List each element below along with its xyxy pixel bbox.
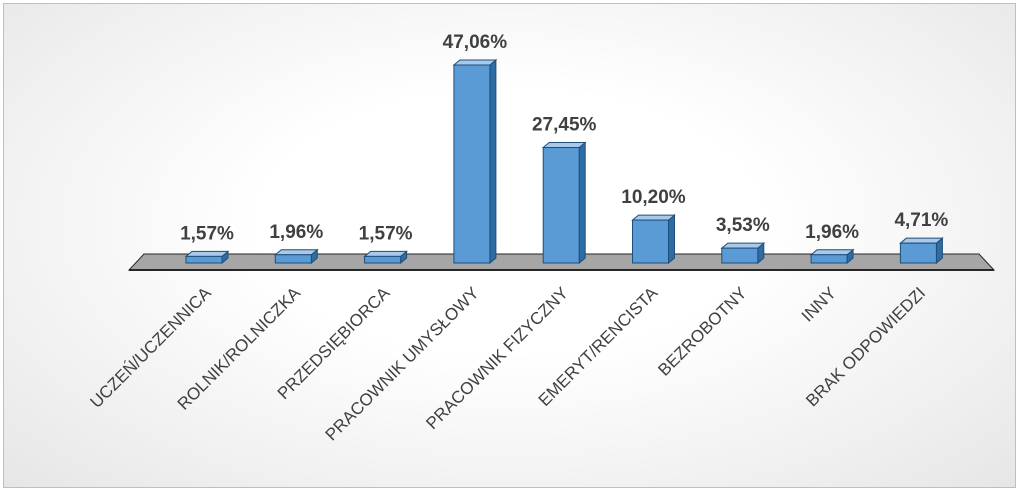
bar-top xyxy=(363,250,408,257)
bar-front xyxy=(364,255,402,264)
bar-front xyxy=(274,254,312,264)
value-label: 1,57% xyxy=(180,223,234,244)
bar-top xyxy=(541,142,587,149)
bar-top xyxy=(631,214,676,221)
bar-side xyxy=(578,141,586,265)
bar-front xyxy=(185,255,223,264)
bar-front xyxy=(721,247,759,264)
bar xyxy=(363,250,408,265)
bar-front xyxy=(542,147,580,264)
value-label: 3,53% xyxy=(716,215,770,236)
bar-chart: 1,57% 1,96% 1,57% 47,06% 27,45% 10,20% 3,53% 1,… xyxy=(87,32,996,444)
bar-side xyxy=(489,58,497,265)
bar xyxy=(273,248,319,265)
value-label: 27,45% xyxy=(532,115,597,136)
bar xyxy=(809,248,855,265)
bar-top xyxy=(809,249,855,256)
bar-top xyxy=(452,59,498,66)
bar xyxy=(720,242,766,265)
category-label: INNY xyxy=(798,283,840,325)
category-label: BEZROBOTNY xyxy=(654,283,750,379)
bar-top xyxy=(720,242,766,249)
bar-top xyxy=(184,250,230,257)
bar-front xyxy=(810,254,848,264)
category-label: PRACOWNIK UMYSŁOWY xyxy=(322,283,483,444)
bar-top xyxy=(273,249,319,256)
bar-front xyxy=(453,64,491,264)
bar xyxy=(631,214,676,265)
bar-top xyxy=(899,237,944,244)
chart-area: 1,57% 1,96% 1,57% 47,06% 27,45% 10,20% 3,53% 1,… xyxy=(3,3,1016,488)
value-label: 47,06% xyxy=(443,32,508,53)
value-label: 1,96% xyxy=(269,222,323,243)
value-label: 10,20% xyxy=(621,187,686,208)
value-label: 4,71% xyxy=(894,210,948,231)
category-label: PRACOWNIK FIZYCZNY xyxy=(422,283,572,433)
value-label: 1,96% xyxy=(805,222,859,243)
value-label: 1,57% xyxy=(359,223,413,244)
bar xyxy=(541,141,587,265)
bar xyxy=(184,250,230,265)
bar-side xyxy=(668,214,675,265)
bar xyxy=(452,58,498,265)
bar xyxy=(899,237,944,265)
bar-front xyxy=(899,242,937,264)
bar-front xyxy=(632,219,669,264)
